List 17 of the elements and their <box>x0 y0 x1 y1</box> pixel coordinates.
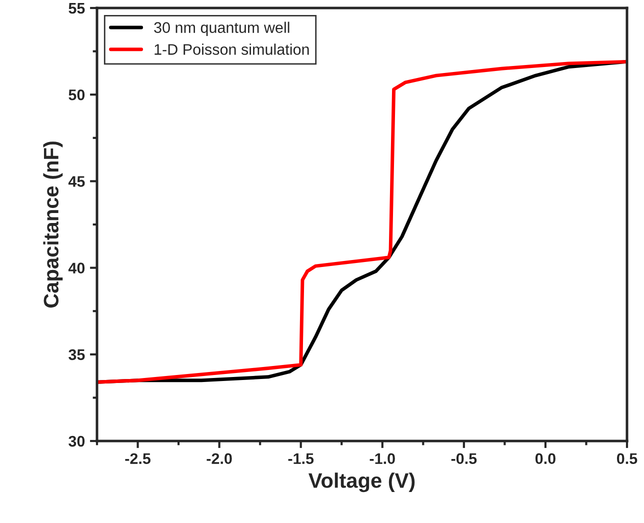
x-axis-title: Voltage (V) <box>308 472 415 492</box>
x-tick-label: 0.0 <box>535 453 556 464</box>
legend-label: 30 nm quantum well <box>154 22 290 36</box>
x-tick-label: -0.5 <box>451 453 477 464</box>
y-tick-label: 30 <box>68 436 85 447</box>
x-tick-label: -1.5 <box>288 453 314 464</box>
y-tick-label: 55 <box>68 3 85 14</box>
x-tick-label: -2.5 <box>125 453 151 464</box>
x-tick-label: -1.0 <box>370 453 395 464</box>
y-tick-label: 35 <box>68 349 85 360</box>
y-axis-title: Capacitance (nF) <box>43 142 63 308</box>
y-tick-label: 40 <box>68 262 85 274</box>
x-tick-label: 0.5 <box>616 453 638 464</box>
y-tick-label: 50 <box>68 89 85 100</box>
y-tick-label: 45 <box>68 176 85 187</box>
x-tick-label: -2.0 <box>206 453 232 464</box>
legend-label: 1-D Poisson simulation <box>154 44 309 55</box>
